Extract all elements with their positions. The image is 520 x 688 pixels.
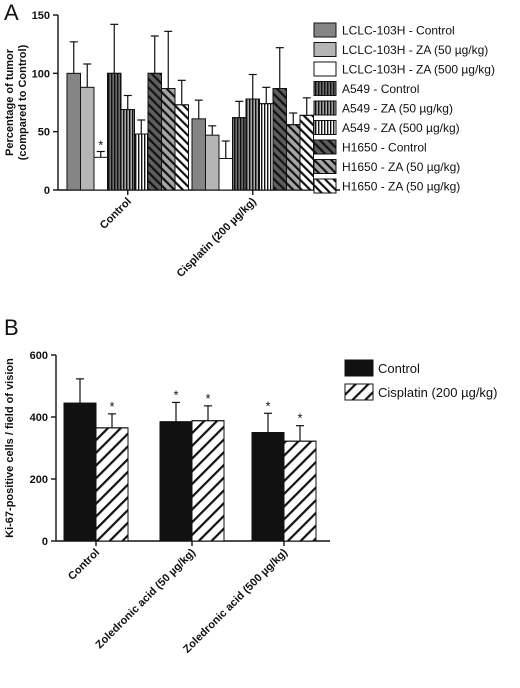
legend-entry: H1650 - Control — [342, 141, 427, 155]
panel-a-legend: LCLC-103H - Control LCLC-103H - ZA (50 µg… — [313, 22, 495, 194]
panel-a-bars: * — [66, 23, 314, 191]
legend-entry: A549 - ZA (50 µg/kg) — [342, 102, 453, 116]
legend-swatch — [313, 22, 337, 38]
legend-entry: Cisplatin (200 µg/kg) — [378, 385, 498, 400]
y-tick-label: 200 — [30, 474, 48, 486]
significance-star: * — [205, 391, 210, 406]
legend-swatch-hatch — [313, 81, 337, 96]
x-category-label: Control — [66, 547, 102, 583]
bar — [159, 421, 193, 542]
significance-star: * — [265, 398, 270, 413]
legend-swatch-hatch — [313, 178, 337, 194]
x-category-label: Zoledronic acid (50 µg/kg) — [94, 546, 199, 651]
bar — [251, 432, 285, 542]
bar — [66, 72, 81, 191]
panel-b-legend: Control Cisplatin (200 µg/kg) — [344, 359, 498, 401]
x-category-label: Zoledronic acid (500 µg/kg) — [181, 546, 290, 655]
bar-hatch — [174, 104, 189, 191]
bar-hatch — [120, 109, 135, 191]
bar-hatch — [107, 72, 122, 191]
x-category-label: Control — [98, 196, 134, 232]
y-tick-label: 0 — [44, 185, 50, 197]
legend-entry: H1650 - ZA (50 µg/kg) — [342, 160, 460, 174]
bar — [191, 118, 206, 191]
legend-entry: A549 - ZA (500 µg/kg) — [342, 121, 460, 135]
legend-entry: A549 - Control — [342, 82, 419, 96]
legend-entry: LCLC-103H - ZA (50 µg/kg) — [342, 43, 488, 57]
bar-hatch — [161, 88, 176, 191]
x-category-label: Cisplatin (200 µg/kg) — [175, 195, 260, 280]
panel-a-chart: A 0 50 100 150 Percentage of tumor(compared … — [4, 0, 495, 280]
legend-swatch-hatch — [313, 139, 337, 155]
y-tick-label: 400 — [30, 412, 48, 424]
bar-hatch — [259, 103, 274, 191]
legend-swatch-hatch — [313, 100, 337, 116]
panel-b-bars: * * * * * — [63, 378, 317, 542]
legend-entry: LCLC-103H - ZA (500 µg/kg) — [342, 63, 495, 77]
panel-b-chart: B 0 200 400 600 Ki-67-positive cells / field… — [4, 315, 498, 656]
legend-swatch-hatch — [313, 159, 337, 174]
y-tick-label: 150 — [32, 10, 50, 22]
bar — [218, 158, 233, 191]
legend-entry: Control — [378, 361, 420, 376]
y-axis-title: Ki-67-positive cells / field of vision — [4, 358, 16, 538]
significance-star: * — [98, 138, 103, 153]
panel-b-letter: B — [4, 315, 19, 340]
bar-hatch — [299, 114, 314, 191]
significance-star: * — [173, 387, 178, 402]
legend-swatch — [313, 42, 337, 57]
y-tick-label: 600 — [30, 350, 48, 362]
legend-swatch — [344, 359, 374, 377]
significance-star: * — [297, 411, 302, 426]
legend-entry: H1650 - ZA (50 µg/kg) — [342, 180, 460, 194]
bar-hatch — [191, 420, 225, 542]
bar-hatch — [283, 440, 317, 542]
bar-hatch — [286, 124, 301, 191]
bar — [93, 156, 108, 191]
bar-hatch — [134, 133, 149, 191]
y-tick-label: 100 — [32, 68, 50, 80]
bar-hatch — [95, 427, 129, 542]
bar-hatch — [272, 88, 287, 191]
significance-star: * — [109, 399, 114, 414]
bar-hatch — [232, 117, 247, 191]
bar-hatch — [147, 72, 162, 191]
bar — [63, 402, 97, 542]
legend-swatch-hatch — [344, 383, 374, 401]
legend-entry: LCLC-103H - Control — [342, 24, 455, 38]
legend-swatch-hatch — [313, 120, 337, 135]
y-tick-label: 0 — [42, 536, 48, 548]
panel-a-letter: A — [4, 0, 19, 25]
y-axis-title: Percentage of tumor(compared to Control) — [4, 44, 29, 160]
bar — [205, 134, 220, 191]
legend-swatch — [313, 61, 337, 77]
bar — [80, 86, 95, 191]
bar-hatch — [245, 98, 260, 191]
y-tick-label: 50 — [38, 127, 50, 139]
